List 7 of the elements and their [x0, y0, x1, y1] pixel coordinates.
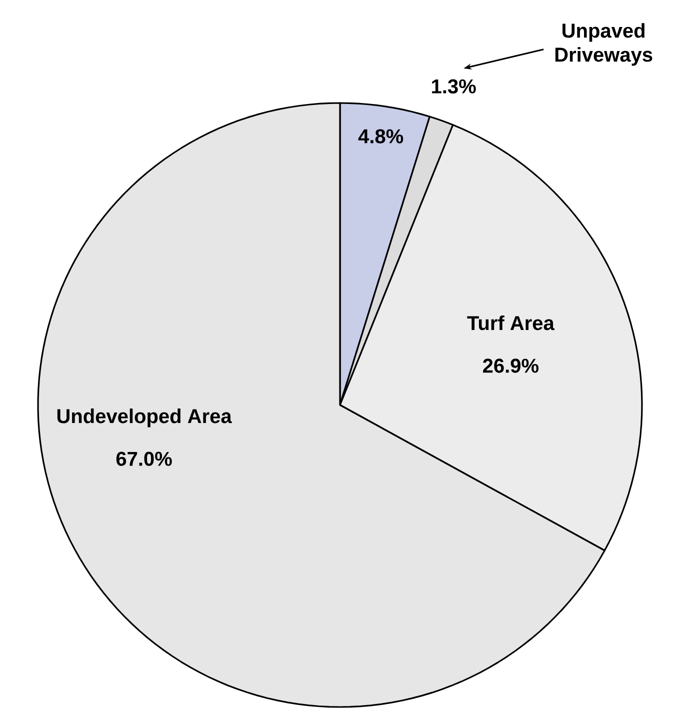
slice-label: Undeveloped Area: [57, 408, 232, 428]
legend-label: Unpaved Driveways: [555, 23, 652, 66]
slice-label: Turf Area: [467, 315, 554, 330]
data-label: 26.9%: [483, 358, 538, 373]
data-label: 67.0%: [116, 452, 172, 466]
data-label: 4.8%: [358, 129, 404, 144]
data-label: 1.3%: [432, 79, 476, 94]
